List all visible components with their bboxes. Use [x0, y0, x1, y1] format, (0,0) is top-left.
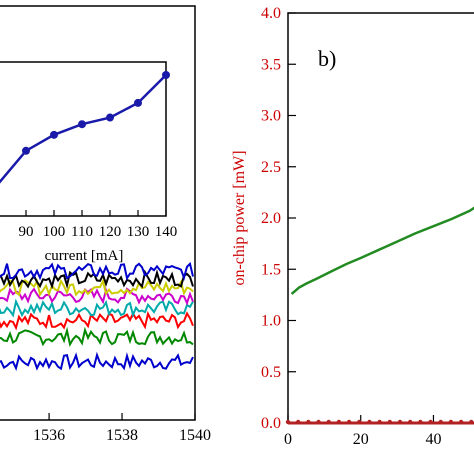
panel-b-y-tick-label: 2.5 — [261, 159, 281, 176]
inset-data-point — [22, 146, 30, 155]
panel-b-zero-series-marker — [407, 419, 413, 425]
panel-b-zero-series-marker — [326, 419, 331, 425]
panel-a-x-tick-label: 1538 — [106, 427, 138, 444]
inset-x-tick-label: 110 — [71, 224, 93, 240]
panel-b-frame — [287, 12, 474, 424]
panel-b-zero-series-marker — [295, 419, 301, 425]
inset-x-axis-label: current [mA] — [45, 248, 124, 264]
panel-b-zero-series-marker — [458, 419, 464, 425]
panel-b-zero-series-marker — [438, 419, 443, 425]
panel-b-zero-series-marker — [316, 419, 321, 425]
panel-a-series-line — [0, 286, 194, 306]
panel-b-y-tick-label: 0.5 — [261, 364, 281, 381]
panel-a-series-line — [0, 261, 194, 281]
panel-b-y-ticks: 0.0 0.5 1.0 1.5 2.0 2.5 3.0 3.5 4.0 — [261, 5, 296, 432]
panel-b: b) on-chip power [mW] 0.0 0.5 1.0 1.5 2.0 2.5… — [231, 5, 474, 448]
inset-x-tick-label: 120 — [99, 224, 122, 240]
inset-x-tick-label: 100 — [43, 224, 66, 240]
inset-data-point — [162, 71, 170, 79]
panel-b-x-tick-label: 20 — [353, 431, 369, 448]
panel-b-zero-series-marker — [367, 419, 372, 425]
panel-b-series-line — [290, 206, 474, 295]
panel-b-zero-series-marker — [357, 419, 362, 425]
panel-b-x-ticks: 0 20 40 — [284, 415, 441, 448]
panel-b-series-group — [285, 206, 474, 425]
panel-b-x-tick-label: 40 — [425, 431, 441, 448]
panel-b-zero-series-marker — [469, 419, 474, 425]
panel-a-x-tick-label: 1540 — [179, 427, 211, 444]
panel-a-series-line — [0, 326, 194, 348]
panel-b-y-tick-label: 4.0 — [261, 5, 281, 22]
panel-a-series-line — [0, 351, 194, 371]
panel-b-y-axis-label: on-chip power [mW] — [231, 150, 248, 285]
panel-b-zero-series-marker — [377, 419, 382, 425]
panel-b-zero-series-marker — [346, 419, 352, 425]
inset-x-tick-label: 90 — [19, 224, 34, 240]
panel-b-y-tick-label: 3.5 — [261, 56, 281, 73]
panel-a-frame — [0, 5, 196, 421]
inset-x-ticks: 90 100 110 120 130 140 — [19, 210, 178, 240]
panel-b-label: b) — [318, 46, 336, 71]
inset-data-point — [50, 130, 58, 139]
panel-b-y-tick-label: 2.0 — [261, 210, 281, 227]
panel-a: 1536 1538 1540 — [0, 5, 211, 444]
panel-b-zero-series-marker — [336, 419, 342, 425]
panel-b-zero-series-marker — [306, 419, 311, 425]
inset-data-point — [134, 98, 142, 107]
inset-series-group — [0, 71, 170, 184]
panel-a-series-line — [0, 298, 194, 319]
panel-b-zero-series-marker — [418, 419, 423, 425]
inset-x-tick-label: 140 — [155, 224, 178, 240]
inset-frame — [0, 61, 167, 217]
panel-b-y-tick-label: 1.0 — [261, 313, 281, 330]
panel-a-series-line — [0, 310, 194, 331]
panel-a-x-tick-label: 1536 — [33, 427, 65, 444]
panel-a-x-ticks: 1536 1538 1540 — [33, 413, 211, 444]
panel-a-series-group — [0, 261, 194, 371]
panel-b-zero-series-marker — [387, 419, 393, 425]
inset-data-point — [106, 113, 114, 122]
panel-a-series-line — [0, 269, 194, 290]
panel-b-y-tick-label: 3.0 — [261, 108, 281, 125]
panel-b-zero-series-marker — [448, 419, 454, 425]
panel-a-series-line — [0, 278, 194, 297]
panel-b-y-tick-label: 0.0 — [261, 415, 281, 432]
panel-b-x-tick-label: 0 — [284, 431, 292, 448]
inset-data-point — [78, 120, 86, 129]
panel-b-zero-series-marker — [428, 419, 433, 425]
panel-b-zero-series-marker — [285, 419, 291, 425]
inset-x-tick-label: 130 — [127, 224, 150, 240]
panel-b-y-tick-label: 1.5 — [261, 261, 281, 278]
panel-b-zero-series-marker — [397, 419, 403, 425]
panel-a-inset: 90 100 110 120 130 140 current [mA] — [0, 61, 178, 264]
